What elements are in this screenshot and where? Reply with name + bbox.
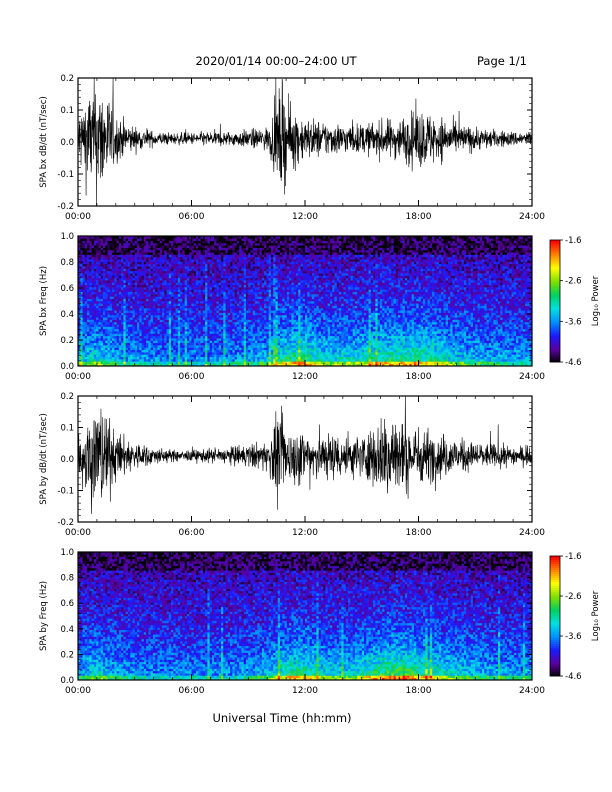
colorbar: -1.6 -2.6 -3.6 -4.6 Log₁₀ Power [550, 552, 601, 682]
y-tick-label: 0.2 [60, 74, 74, 84]
page-indicator: Page 1/1 [477, 54, 527, 68]
y-tick-label: -0.2 [57, 518, 74, 528]
y-tick-label: 0.8 [60, 574, 74, 584]
y-axis-label: SPA by dB/dt (nT/sec) [39, 413, 49, 505]
x-tick-label: 18:00 [406, 212, 432, 222]
y-tick-label: 0.2 [60, 650, 74, 660]
x-tick-label: 06:00 [179, 372, 205, 382]
y-tick-label: 0.4 [60, 625, 74, 635]
x-axis-label: Universal Time (hh:mm) [212, 711, 351, 725]
colorbar-tick-label: -2.6 [565, 592, 582, 602]
y-tick-label: 0.8 [60, 258, 74, 268]
y-tick-label: 0.2 [60, 336, 74, 346]
panel-1: 00:00 06:00 12:00 18:00 24:00 0.2 0.1 0.0 -0.1 -0… [39, 74, 545, 222]
spectrogram [78, 552, 532, 680]
waveform-trace [78, 396, 532, 514]
panel-4: -1.6 -2.6 -3.6 -4.6 Log₁₀ Power 00:00 06:00 12:… [39, 548, 601, 696]
x-tick-label: 24:00 [519, 372, 545, 382]
x-tick-label: 18:00 [406, 686, 432, 696]
colorbar-tick-label: -1.6 [565, 236, 582, 246]
figure-title: 2020/01/14 00:00–24:00 UT [195, 54, 357, 68]
y-tick-label: 0.0 [60, 362, 74, 372]
x-tick-label: 00:00 [65, 528, 91, 538]
panels: 00:00 06:00 12:00 18:00 24:00 0.2 0.1 0.0 -0.1 -0… [39, 74, 601, 696]
y-tick-label: 0.0 [60, 455, 74, 465]
y-tick-label: 1.0 [60, 232, 74, 242]
colorbar-tick-label: -2.6 [565, 277, 582, 287]
x-tick-label: 12:00 [292, 528, 318, 538]
y-tick-label: -0.2 [57, 202, 74, 212]
y-tick-label: 0.0 [60, 138, 74, 148]
y-tick-label: 0.4 [60, 310, 74, 320]
y-tick-label: 0.2 [60, 392, 74, 402]
x-tick-label: 06:00 [179, 212, 205, 222]
x-tick-label: 00:00 [65, 212, 91, 222]
y-axis-label: SPA by Freq (Hz) [39, 581, 49, 651]
y-tick-label: 0.1 [60, 106, 74, 116]
y-tick-label: 0.1 [60, 424, 74, 434]
x-tick-label: 00:00 [65, 686, 91, 696]
x-tick-label: 00:00 [65, 372, 91, 382]
y-tick-label: 0.0 [60, 676, 74, 686]
x-tick-label: 18:00 [406, 528, 432, 538]
panel-3: 00:00 06:00 12:00 18:00 24:00 0.2 0.1 0.0 -0.1 -0… [39, 392, 545, 538]
colorbar-label: Log₁₀ Power [591, 590, 601, 641]
x-tick-label: 12:00 [292, 372, 318, 382]
colorbar-tick-label: -1.6 [565, 552, 582, 562]
x-tick-label: 12:00 [292, 212, 318, 222]
x-tick-label: 06:00 [179, 686, 205, 696]
y-axis-label: SPA bx Freq (Hz) [39, 266, 49, 336]
colorbar-label: Log₁₀ Power [591, 275, 601, 326]
y-tick-label: -0.1 [57, 487, 74, 497]
x-tick-label: 24:00 [519, 686, 545, 696]
figure: 2020/01/14 00:00–24:00 UT Page 1/1 00:00… [0, 0, 612, 792]
y-tick-label: 1.0 [60, 548, 74, 558]
colorbar-tick-label: -3.6 [565, 317, 582, 327]
y-tick-label: 0.6 [60, 599, 74, 609]
waveform-trace [78, 78, 532, 206]
x-tick-label: 18:00 [406, 372, 432, 382]
colorbar-tick-label: -3.6 [565, 632, 582, 642]
x-tick-label: 12:00 [292, 686, 318, 696]
colorbar-tick-label: -4.6 [565, 672, 582, 682]
x-tick-label: 06:00 [179, 528, 205, 538]
x-tick-label: 24:00 [519, 528, 545, 538]
spectrogram [78, 236, 532, 366]
y-axis-label: SPA bx dB/dt (nT/sec) [39, 96, 49, 188]
y-tick-label: 0.6 [60, 284, 74, 294]
colorbar-tick-label: -4.6 [565, 358, 582, 368]
x-tick-label: 24:00 [519, 212, 545, 222]
colorbar: -1.6 -2.6 -3.6 -4.6 Log₁₀ Power [550, 236, 601, 368]
y-tick-label: -0.1 [57, 170, 74, 180]
panel-2: -1.6 -2.6 -3.6 -4.6 Log₁₀ Power 00:00 06:00 12:… [39, 232, 601, 382]
